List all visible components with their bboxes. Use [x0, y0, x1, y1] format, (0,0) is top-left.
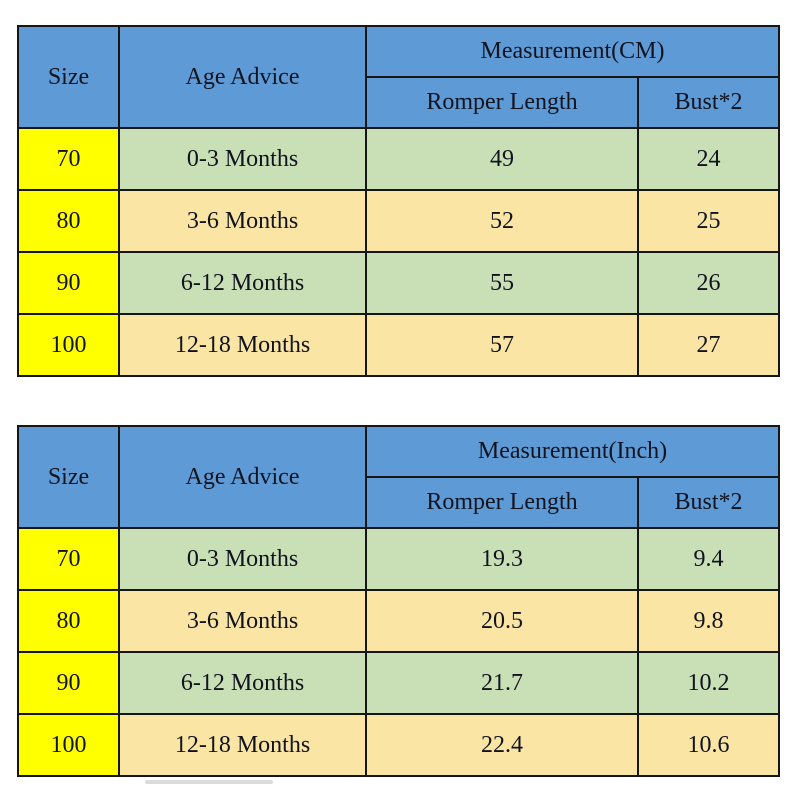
bust-value: 27	[636, 313, 781, 377]
col-header-romper-length: Romper Length	[365, 476, 639, 529]
romper-length-value: 20.5	[365, 589, 639, 653]
table-row: 100 12-18 Months 22.4 10.6	[17, 713, 780, 777]
bust-value: 10.2	[637, 651, 780, 715]
bust-value: 25	[636, 189, 781, 253]
age-advice-value: 3-6 Months	[118, 189, 367, 253]
age-advice-value: 12-18 Months	[118, 313, 367, 377]
table-row: 70 0-3 Months 19.3 9.4	[17, 527, 780, 591]
col-header-bust: Bust*2	[637, 476, 780, 529]
table-row: 90 6-12 Months 55 26	[17, 251, 781, 315]
size-value: 90	[17, 651, 120, 715]
bust-value: 9.4	[637, 527, 780, 591]
size-value: 80	[17, 189, 120, 253]
romper-length-value: 49	[365, 127, 639, 191]
romper-length-value: 22.4	[365, 713, 639, 777]
shadow-artifact	[145, 780, 273, 784]
col-header-romper-length: Romper Length	[365, 76, 639, 129]
bust-value: 10.6	[637, 713, 780, 777]
age-advice-value: 6-12 Months	[118, 251, 367, 315]
col-header-age-advice: Age Advice	[118, 425, 367, 529]
size-table-cm: Size Age Advice Measurement(CM) Romper L…	[17, 25, 781, 377]
size-table-inch: Size Age Advice Measurement(Inch) Romper…	[17, 425, 780, 777]
table-row: 80 3-6 Months 52 25	[17, 189, 781, 253]
romper-length-value: 19.3	[365, 527, 639, 591]
age-advice-value: 0-3 Months	[118, 527, 367, 591]
bust-value: 9.8	[637, 589, 780, 653]
bust-value: 24	[636, 127, 781, 191]
col-header-bust: Bust*2	[636, 76, 781, 129]
romper-length-value: 55	[365, 251, 639, 315]
size-value: 70	[17, 127, 120, 191]
romper-length-value: 21.7	[365, 651, 639, 715]
bust-value: 26	[636, 251, 781, 315]
age-advice-value: 12-18 Months	[118, 713, 367, 777]
size-value: 90	[17, 251, 120, 315]
col-header-measurement-cm: Measurement(CM)	[364, 25, 781, 78]
col-header-size: Size	[17, 425, 120, 529]
header-row-sub: Romper Length Bust*2	[18, 76, 781, 129]
col-header-age-advice: Age Advice	[118, 25, 367, 129]
size-value: 100	[17, 713, 120, 777]
age-advice-value: 6-12 Months	[118, 651, 367, 715]
romper-length-value: 57	[365, 313, 639, 377]
romper-length-value: 52	[365, 189, 639, 253]
table-row: 70 0-3 Months 49 24	[17, 127, 781, 191]
age-advice-value: 0-3 Months	[118, 127, 367, 191]
col-header-size: Size	[17, 25, 120, 129]
table-row: 80 3-6 Months 20.5 9.8	[17, 589, 780, 653]
header-row-top: Size Age Advice Measurement(Inch)	[17, 425, 780, 529]
size-value: 100	[17, 313, 120, 377]
age-advice-value: 3-6 Months	[118, 589, 367, 653]
table-row: 90 6-12 Months 21.7 10.2	[17, 651, 780, 715]
header-row-top: Size Age Advice Measurement(CM)	[17, 25, 781, 129]
size-value: 80	[17, 589, 120, 653]
col-header-measurement-inch: Measurement(Inch)	[365, 425, 780, 478]
table-row: 100 12-18 Months 57 27	[17, 313, 781, 377]
header-row-sub: Romper Length Bust*2	[18, 476, 780, 529]
size-value: 70	[17, 527, 120, 591]
